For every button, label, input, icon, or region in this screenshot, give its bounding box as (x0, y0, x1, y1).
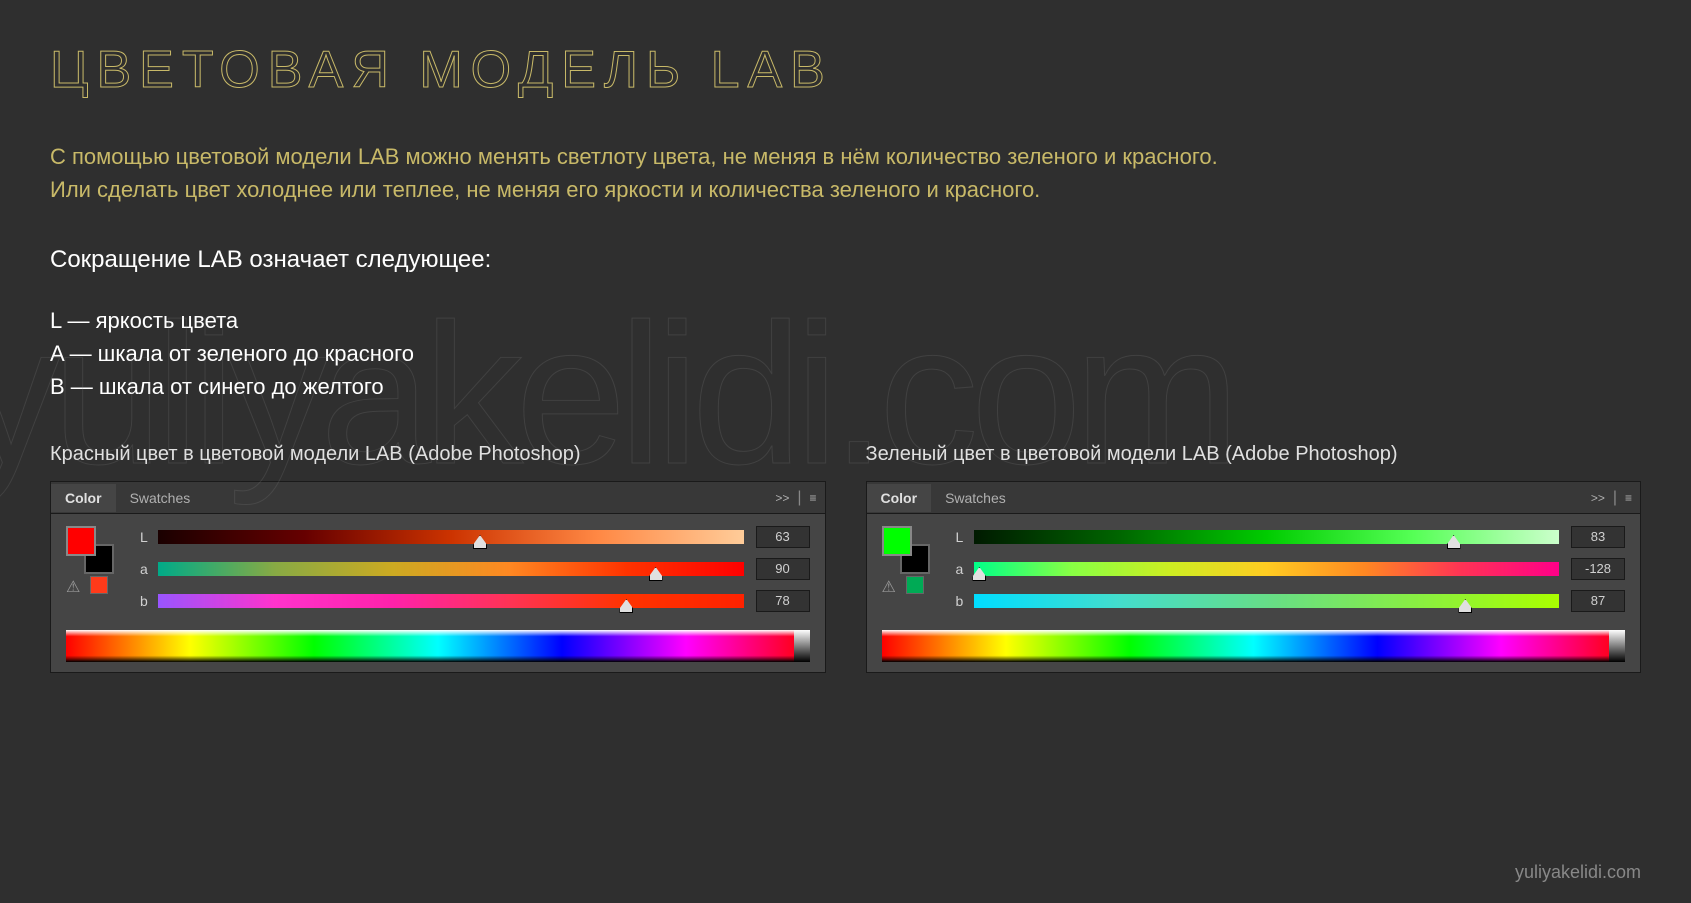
panel-left-caption: Красный цвет в цветовой модели LAB (Adob… (50, 443, 826, 466)
slider-track-b[interactable] (974, 594, 1560, 608)
slider-row-b: b 87 (956, 590, 1626, 612)
sliders-group: L 63 a 90 (140, 526, 810, 622)
swatch-area[interactable] (66, 526, 114, 574)
slider-value-b[interactable]: 87 (1571, 590, 1625, 612)
color-panel-right: Color Swatches >> | ≡ ⚠ (866, 481, 1642, 673)
slider-track-l[interactable] (158, 530, 744, 544)
panel-menu-icon[interactable]: ≡ (801, 491, 824, 505)
panel-left-column: Красный цвет в цветовой модели LAB (Adob… (50, 443, 826, 673)
gamut-warning[interactable]: ⚠ (882, 576, 946, 594)
slider-track-b[interactable] (158, 594, 744, 608)
slider-thumb-b[interactable] (1458, 599, 1472, 613)
slider-value-l[interactable]: 83 (1571, 526, 1625, 548)
slider-label-b: b (956, 593, 974, 609)
slider-label-l: L (140, 529, 158, 545)
spectrum-strip[interactable] (882, 630, 1626, 662)
panel-right-caption: Зеленый цвет в цветовой модели LAB (Adob… (866, 443, 1642, 466)
slider-label-l: L (956, 529, 974, 545)
slider-row-a: a 90 (140, 558, 810, 580)
swatch-area[interactable] (882, 526, 930, 574)
color-panel-left: Color Swatches >> | ≡ ⚠ (50, 481, 826, 673)
warning-swatch[interactable] (906, 576, 924, 594)
collapse-icon[interactable]: >> (767, 491, 797, 505)
panels-row: Красный цвет в цветовой модели LAB (Adob… (50, 443, 1641, 673)
slider-value-a[interactable]: -128 (1571, 558, 1625, 580)
intro-paragraph: С помощью цветовой модели LAB можно меня… (50, 140, 1641, 206)
slider-label-a: a (956, 561, 974, 577)
intro-line1: С помощью цветовой модели LAB можно меня… (50, 144, 1218, 169)
tab-swatches[interactable]: Swatches (931, 484, 1020, 512)
foreground-swatch[interactable] (882, 526, 912, 556)
slider-thumb-l[interactable] (473, 535, 487, 549)
gamut-warning[interactable]: ⚠ (66, 576, 130, 594)
tab-swatches[interactable]: Swatches (116, 484, 205, 512)
panel-menu-icon[interactable]: ≡ (1617, 491, 1640, 505)
slider-track-l[interactable] (974, 530, 1560, 544)
slider-row-l: L 63 (140, 526, 810, 548)
slider-thumb-a[interactable] (649, 567, 663, 581)
page-title: ЦВЕТОВАЯ МОДЕЛЬ LAB (50, 40, 1641, 100)
slider-track-a[interactable] (158, 562, 744, 576)
intro-line2: Или сделать цвет холоднее или теплее, не… (50, 177, 1040, 202)
slider-thumb-l[interactable] (1447, 535, 1461, 549)
slider-row-l: L 83 (956, 526, 1626, 548)
slider-track-a[interactable] (974, 562, 1560, 576)
slider-label-a: a (140, 561, 158, 577)
slider-value-a[interactable]: 90 (756, 558, 810, 580)
credit-text: yuliyakelidi.com (1515, 862, 1641, 883)
foreground-swatch[interactable] (66, 526, 96, 556)
warning-swatch[interactable] (90, 576, 108, 594)
panel-header: Color Swatches >> | ≡ (51, 482, 825, 514)
slider-thumb-b[interactable] (619, 599, 633, 613)
warning-icon: ⚠ (66, 577, 84, 593)
tab-color[interactable]: Color (51, 484, 116, 512)
collapse-icon[interactable]: >> (1583, 491, 1613, 505)
tab-color[interactable]: Color (867, 484, 932, 512)
definitions-block: L — яркость цвета A — шкала от зеленого … (50, 304, 1641, 403)
panel-right-column: Зеленый цвет в цветовой модели LAB (Adob… (866, 443, 1642, 673)
slider-row-a: a -128 (956, 558, 1626, 580)
slider-value-b[interactable]: 78 (756, 590, 810, 612)
def-b: B — шкала от синего до желтого (50, 370, 1641, 403)
def-a: A — шкала от зеленого до красного (50, 337, 1641, 370)
panel-body: ⚠ L 63 a (51, 514, 825, 672)
def-l: L — яркость цвета (50, 304, 1641, 337)
slider-label-b: b (140, 593, 158, 609)
slider-thumb-a[interactable] (972, 567, 986, 581)
sliders-group: L 83 a -128 (956, 526, 1626, 622)
slider-row-b: b 78 (140, 590, 810, 612)
spectrum-strip[interactable] (66, 630, 810, 662)
panel-header: Color Swatches >> | ≡ (867, 482, 1641, 514)
subheading: Сокращение LAB означает следующее: (50, 246, 1641, 274)
slider-value-l[interactable]: 63 (756, 526, 810, 548)
panel-body: ⚠ L 83 a (867, 514, 1641, 672)
warning-icon: ⚠ (882, 577, 900, 593)
